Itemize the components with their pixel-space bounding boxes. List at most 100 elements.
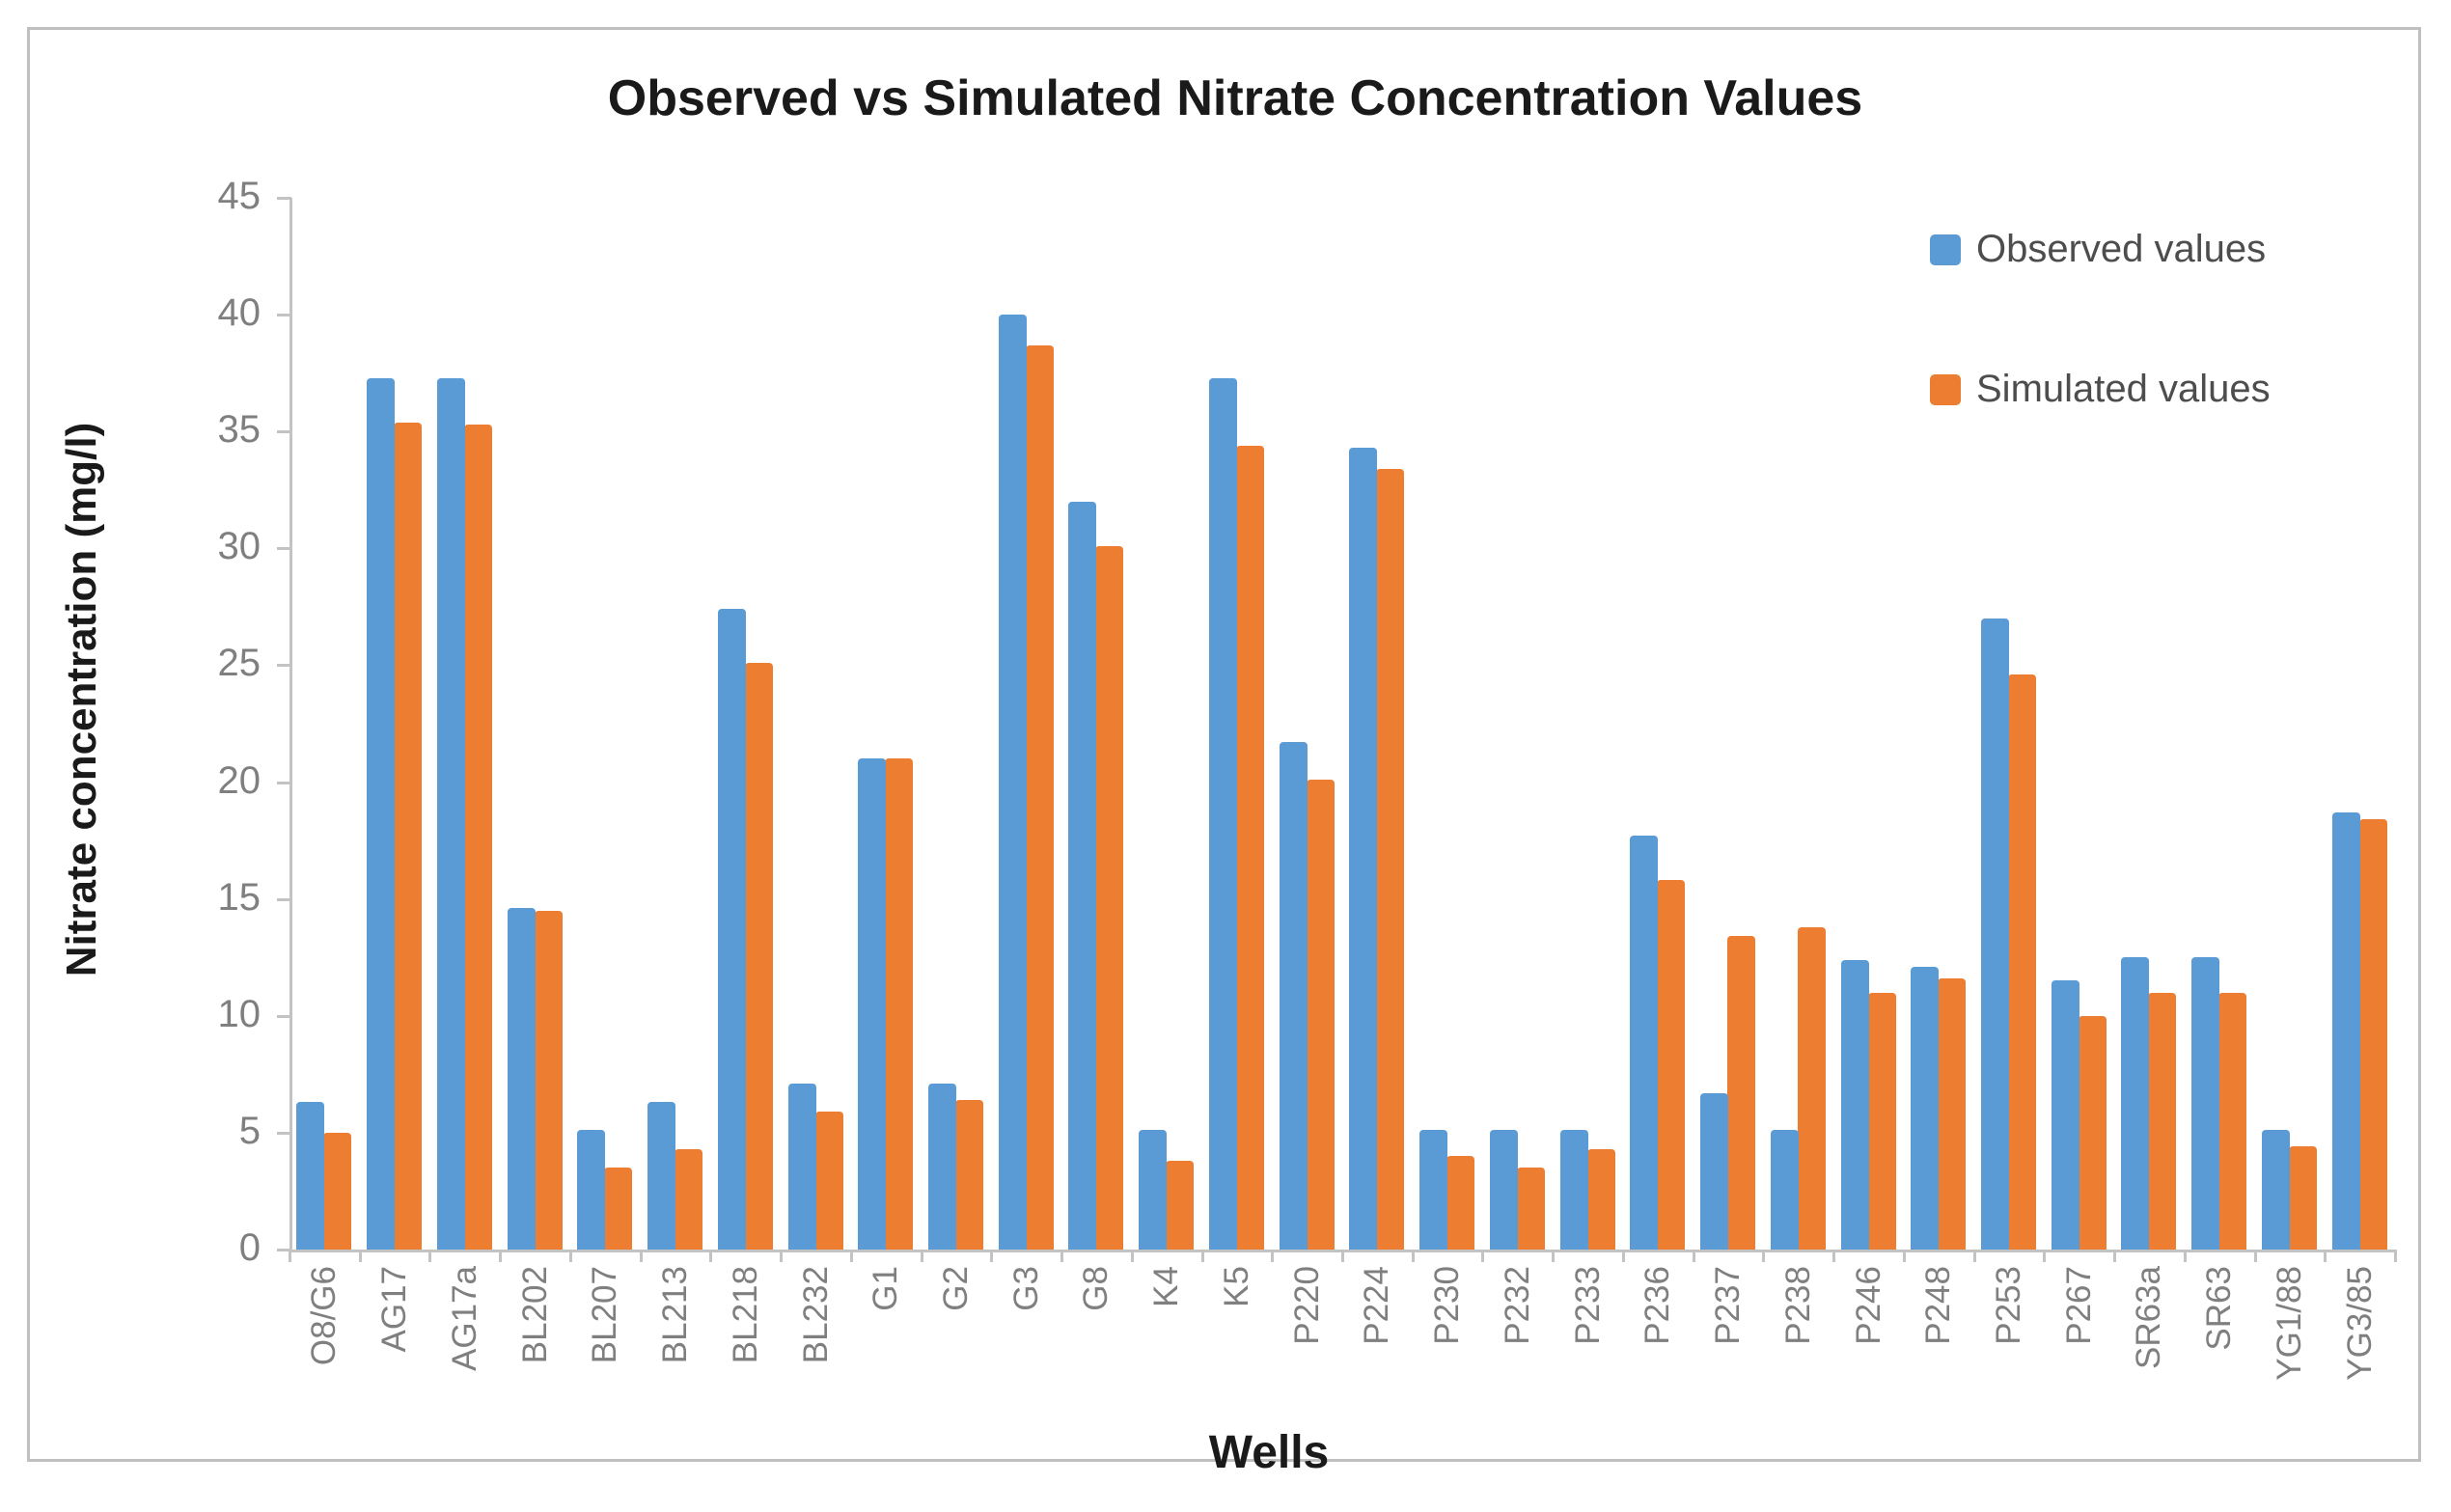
y-axis-tick-label: 5 <box>238 1109 261 1152</box>
x-axis-tick-label: K5 <box>1217 1266 1255 1307</box>
bar-observed <box>2052 980 2079 1250</box>
bar-simulated <box>1727 936 1755 1250</box>
x-axis-tick-mark <box>639 1250 643 1262</box>
x-axis-tick-label: G2 <box>936 1266 975 1311</box>
x-axis-tick-mark <box>709 1250 713 1262</box>
x-axis-tick-label: P246 <box>1849 1266 1887 1345</box>
bar-observed <box>999 315 1027 1250</box>
y-axis-tick-mark <box>277 197 291 200</box>
bar-simulated <box>675 1149 702 1250</box>
y-axis-tick-label: 15 <box>217 875 262 919</box>
x-axis-tick-label: YG1/88 <box>2270 1266 2308 1381</box>
y-axis-tick-mark <box>277 1014 291 1018</box>
bar-simulated <box>604 1168 632 1250</box>
bar-observed <box>1560 1130 1588 1250</box>
bar-observed <box>2262 1130 2290 1250</box>
bar-simulated <box>1307 780 1335 1250</box>
bar-simulated <box>1376 469 1404 1250</box>
bar-simulated <box>1166 1161 1194 1250</box>
x-axis-tick-mark <box>1481 1250 1485 1262</box>
x-axis-tick-label: P237 <box>1709 1266 1748 1345</box>
bar-observed <box>1419 1130 1447 1250</box>
bar-simulated <box>1095 546 1123 1250</box>
bar-observed <box>1280 742 1308 1250</box>
x-axis-tick-mark <box>1832 1250 1836 1262</box>
x-axis-tick-mark <box>849 1250 853 1262</box>
bar-simulated <box>885 758 913 1250</box>
legend: Observed values Simulated values <box>1930 228 2271 508</box>
y-axis-tick-mark <box>277 897 291 901</box>
x-axis-tick-mark <box>428 1250 432 1262</box>
bar-simulated <box>955 1100 983 1250</box>
bar-observed <box>508 908 536 1250</box>
x-axis-tick-label: BL202 <box>515 1266 554 1364</box>
x-axis-title: Wells <box>1208 1427 1330 1478</box>
bar-observed <box>1981 619 2009 1250</box>
x-axis-tick-mark <box>499 1250 503 1262</box>
y-axis-tick-label: 20 <box>217 758 262 802</box>
x-axis-tick-label: G1 <box>867 1266 905 1311</box>
bar-observed <box>858 758 886 1250</box>
legend-label-observed: Observed values <box>1976 228 2267 270</box>
x-axis-tick-mark <box>1271 1250 1275 1262</box>
x-axis-tick-mark <box>2113 1250 2117 1262</box>
legend-item-observed: Observed values <box>1930 228 2271 271</box>
x-axis-tick-label: P220 <box>1287 1266 1326 1345</box>
y-axis-tick-mark <box>277 547 291 551</box>
x-axis-tick-label: K4 <box>1147 1266 1186 1307</box>
bar-observed <box>1771 1130 1799 1250</box>
x-axis-tick-label: G3 <box>1006 1266 1045 1311</box>
bar-simulated <box>2148 993 2176 1250</box>
x-axis-tick-mark <box>1130 1250 1134 1262</box>
x-axis-tick-label: O8/G6 <box>305 1266 344 1366</box>
bar-simulated <box>535 911 563 1250</box>
bar-simulated <box>1236 446 1264 1250</box>
x-axis-tick-mark <box>1200 1250 1204 1262</box>
bar-simulated <box>1657 880 1685 1250</box>
bar-simulated <box>1798 927 1826 1250</box>
y-axis-tick-label: 30 <box>217 525 262 568</box>
x-axis-tick-label: SR63a <box>2130 1266 2168 1370</box>
bar-simulated <box>1517 1168 1545 1250</box>
bar-observed <box>367 378 395 1250</box>
bar-observed <box>1911 967 1939 1250</box>
y-axis-tick-mark <box>277 430 291 434</box>
x-axis-tick-mark <box>1552 1250 1556 1262</box>
y-axis-tick-mark <box>277 314 291 317</box>
x-axis-tick-mark <box>1902 1250 1906 1262</box>
x-axis-tick-mark <box>2043 1250 2047 1262</box>
x-axis-tick-mark <box>990 1250 994 1262</box>
bar-observed <box>1139 1130 1167 1250</box>
x-axis-tick-label: YG3/85 <box>2340 1266 2379 1381</box>
x-axis-tick-mark <box>1762 1250 1766 1262</box>
x-axis-tick-mark <box>2324 1250 2327 1262</box>
legend-item-simulated: Simulated values <box>1930 368 2271 411</box>
bar-observed <box>2121 957 2149 1250</box>
x-axis-tick-mark <box>2394 1250 2397 1262</box>
y-axis-tick-label: 35 <box>217 408 262 452</box>
x-axis-tick-mark <box>289 1250 291 1262</box>
bar-simulated <box>1026 345 1054 1250</box>
bar-simulated <box>2218 993 2246 1250</box>
x-axis-tick-label: P253 <box>1989 1266 2027 1345</box>
bar-observed <box>437 378 465 1250</box>
x-axis-tick-mark <box>920 1250 923 1262</box>
y-axis-tick-label: 25 <box>217 642 262 685</box>
x-axis-tick-label: SR63 <box>2200 1266 2239 1351</box>
y-axis-line <box>289 198 292 1251</box>
bar-simulated <box>394 423 422 1250</box>
x-axis-tick-label: AG17a <box>445 1266 483 1371</box>
bar-observed <box>1068 502 1096 1250</box>
y-axis-tick-mark <box>277 1131 291 1135</box>
x-axis-tick-mark <box>358 1250 362 1262</box>
y-axis-tick-label: 0 <box>238 1226 261 1269</box>
x-axis-tick-mark <box>1621 1250 1625 1262</box>
x-axis-tick-mark <box>1411 1250 1415 1262</box>
bar-simulated <box>2359 819 2387 1250</box>
x-axis-tick-label: P248 <box>1919 1266 1958 1345</box>
bar-simulated <box>745 663 773 1250</box>
x-axis-tick-label: P232 <box>1498 1266 1536 1345</box>
y-axis-tick-mark <box>277 1249 291 1251</box>
bar-observed <box>1700 1093 1728 1250</box>
